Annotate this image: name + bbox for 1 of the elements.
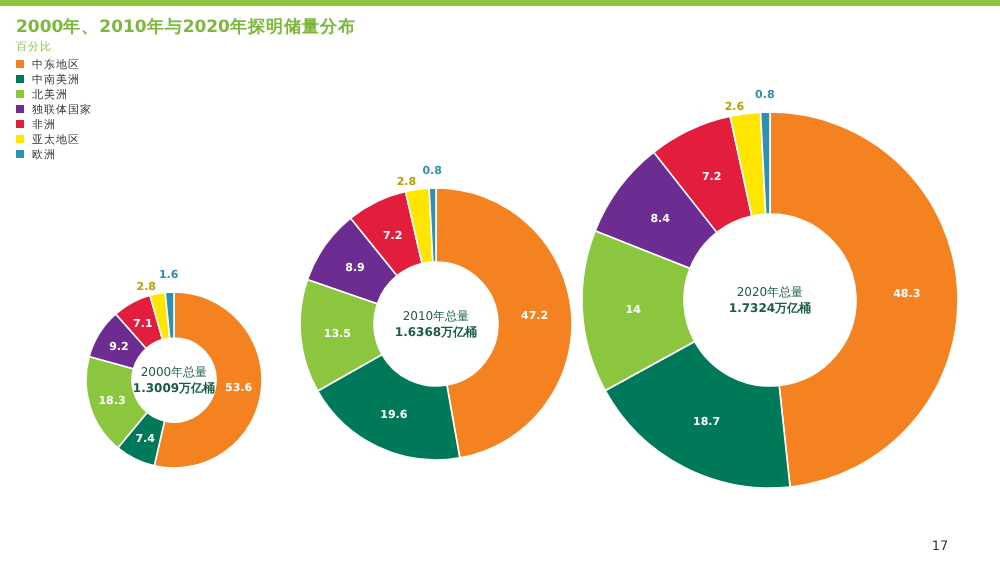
chart-title: 2000年、2010年与2020年探明储量分布	[16, 16, 356, 38]
